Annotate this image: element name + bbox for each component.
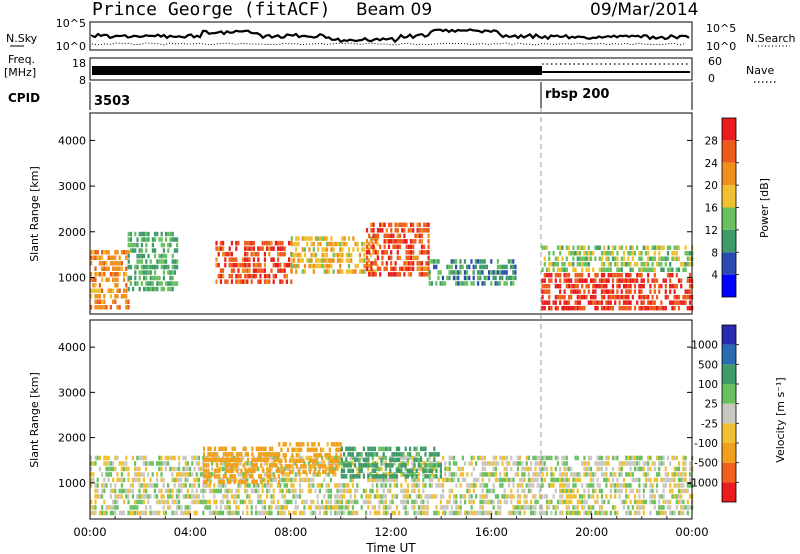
power-y-tick-label: 1000 [58, 271, 86, 284]
freq-label-line2: [MHz] [4, 66, 36, 79]
nsky-panel: N.Sky 10^5 10^0 10^5 10^0 N.Search [6, 17, 796, 53]
velocity-colorbar-label: Velocity [m s⁻¹] [774, 377, 787, 462]
velocity-colorbar-segment [722, 482, 736, 502]
power-echo-region [541, 245, 694, 272]
velocity-echo-region [202, 446, 280, 485]
cpid-label: CPID [8, 91, 40, 105]
power-colorbar-tick-label: 12 [705, 225, 718, 237]
date-label: 09/Mar/2014 [590, 0, 699, 20]
freq-band [92, 66, 542, 75]
velocity-y-tick-label: 1000 [58, 477, 86, 490]
velocity-panel: 1000 2000 3000 4000 00:00 04:00 08:00 12:00 16:… [28, 319, 787, 554]
velocity-echo-region [541, 455, 694, 516]
power-colorbar-tick-label: 8 [711, 247, 718, 259]
time-tick-label: 12:00 [374, 525, 407, 539]
cpid-panel: CPID 3503 rbsp 200 [8, 82, 693, 110]
velocity-x-axis: 00:00 04:00 08:00 12:00 16:00 20:00 00:00 [73, 513, 709, 539]
velocity-colorbar-segment [722, 403, 736, 424]
power-colorbar-segment [722, 207, 736, 230]
power-colorbar-segment [722, 274, 736, 297]
power-colorbar-segment [722, 252, 736, 275]
velocity-colorbar-tick-label: -100 [694, 438, 718, 450]
nsky-trace [90, 28, 690, 44]
nave-tick-bottom: 0 [708, 72, 715, 85]
velocity-colorbar-tick-label: 100 [698, 379, 718, 391]
power-echo-region [428, 259, 517, 286]
nsky-tick-top: 10^5 [56, 17, 86, 30]
time-tick-label: 08:00 [274, 525, 307, 539]
power-y-tick-label: 2000 [58, 226, 86, 239]
power-echo-region [541, 272, 694, 311]
nsearch-label: N.Search [746, 32, 796, 45]
nsky-tick-bottom: 10^0 [56, 40, 86, 53]
power-panel: 1000 2000 3000 4000 Slant Range [km] 4 8 12 16… [28, 112, 771, 315]
cpid-segment-1: 3503 [94, 94, 130, 109]
power-echo-region [290, 236, 379, 274]
power-y-axis-label: Slant Range [km] [28, 166, 41, 262]
velocity-y-axis: 1000 2000 3000 4000 [58, 341, 692, 490]
velocity-colorbar-segment [722, 423, 736, 443]
velocity-colorbar-segment [722, 344, 736, 365]
velocity-y-tick-label: 4000 [58, 341, 86, 354]
beam-label: Beam 09 [356, 0, 433, 20]
nsearch-tick-bottom: 10^0 [706, 40, 736, 53]
power-y-axis: 1000 2000 3000 4000 [58, 134, 692, 284]
power-colorbar-tick-label: 4 [711, 270, 718, 282]
freq-tick-bottom: 8 [79, 74, 86, 87]
power-colorbar-tick-label: 28 [705, 135, 718, 147]
power-echo-region [215, 240, 293, 284]
power-colorbar-segment [722, 118, 736, 141]
velocity-colorbar-segment [722, 462, 736, 483]
time-tick-label: 04:00 [174, 525, 207, 539]
power-echo-region [127, 231, 179, 292]
freq-panel: Freq. [MHz] 18 8 60 0 Nave [4, 53, 776, 87]
power-echo-region [365, 222, 430, 277]
velocity-echo-region [278, 442, 342, 475]
power-echo-region [90, 250, 130, 310]
freq-label-line1: Freq. [8, 53, 35, 66]
velocity-colorbar-segment [722, 364, 736, 384]
velocity-echo-region [340, 446, 442, 479]
power-y-tick-label: 4000 [58, 134, 86, 147]
power-colorbar-segment [722, 229, 736, 253]
cpid-segment-2: rbsp 200 [545, 87, 609, 102]
freq-tick-top: 18 [72, 57, 86, 70]
power-colorbar-tick-label: 24 [705, 158, 719, 170]
power-colorbar: 4 8 12 16 20 24 28 [705, 117, 739, 298]
velocity-colorbar: 1000 500 100 25 -25 -100 -500 -1000 [687, 324, 739, 503]
power-colorbar-segment [722, 185, 736, 208]
power-y-tick-label: 3000 [58, 180, 86, 193]
velocity-colorbar-tick-label: -500 [694, 458, 718, 470]
nsearch-tick-top: 10^5 [706, 22, 736, 35]
power-echoes [90, 222, 694, 311]
velocity-colorbar-tick-label: 1000 [691, 340, 718, 352]
time-tick-label: 16:00 [475, 525, 508, 539]
time-tick-label: 20:00 [575, 525, 608, 539]
time-tick-label: 00:00 [73, 525, 106, 539]
nsky-label: N.Sky [6, 32, 38, 45]
velocity-colorbar-tick-label: -1000 [687, 477, 718, 489]
nsearch-trace [91, 42, 687, 46]
velocity-colorbar-segment [722, 384, 736, 404]
nave-label: Nave [746, 64, 774, 77]
velocity-colorbar-tick-label: 25 [705, 399, 718, 411]
time-axis-label: Time UT [365, 541, 416, 554]
power-colorbar-segment [722, 140, 736, 163]
station-title: Prince George (fitACF) [92, 0, 331, 20]
power-colorbar-tick-label: 20 [705, 180, 718, 192]
velocity-y-axis-label: Slant Range [km] [28, 372, 41, 468]
time-tick-label: 00:00 [675, 525, 708, 539]
nave-tick-top: 60 [708, 55, 722, 68]
velocity-y-tick-label: 2000 [58, 432, 86, 445]
velocity-echoes [90, 442, 694, 516]
velocity-colorbar-tick-label: -25 [701, 418, 718, 430]
velocity-colorbar-segment [722, 325, 736, 345]
velocity-colorbar-tick-label: 500 [698, 359, 718, 371]
power-colorbar-tick-label: 16 [705, 203, 719, 215]
power-colorbar-segment [722, 162, 736, 186]
velocity-y-tick-label: 3000 [58, 386, 86, 399]
power-colorbar-label: Power [dB] [758, 178, 771, 238]
velocity-colorbar-segment [722, 443, 736, 463]
